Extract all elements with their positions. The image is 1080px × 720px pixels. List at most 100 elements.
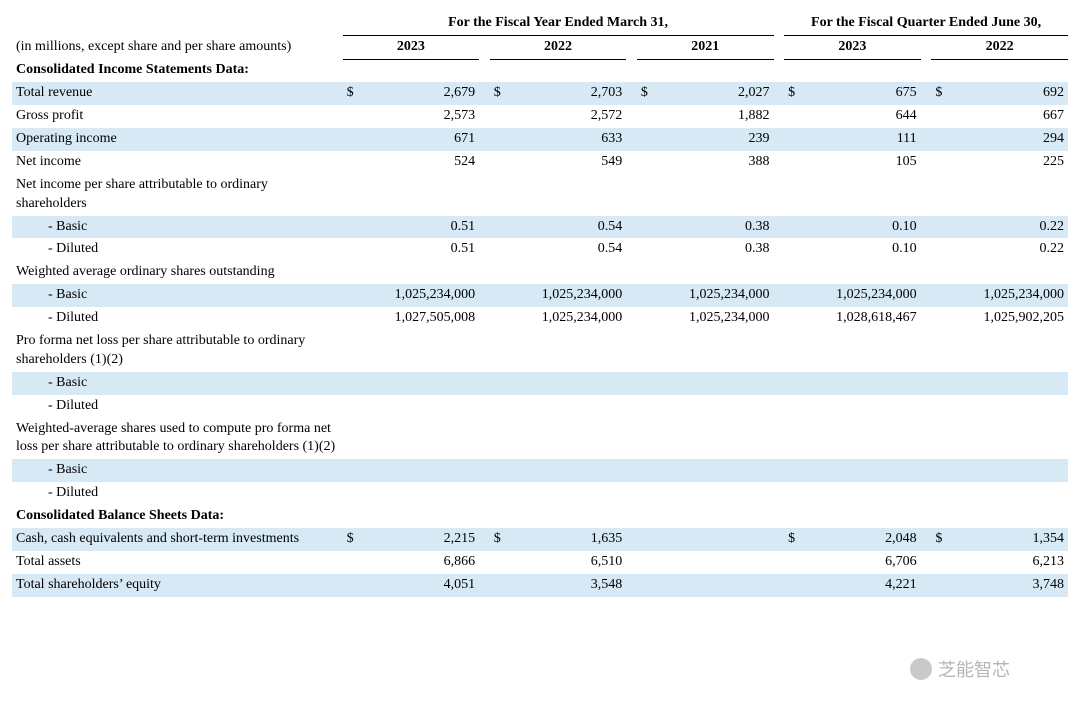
header-group-quarter: For the Fiscal Quarter Ended June 30,	[784, 12, 1068, 35]
currency-symbol	[931, 284, 950, 307]
row-label: Total revenue	[12, 82, 343, 105]
cell-value: 633	[509, 128, 626, 151]
table-row: - Diluted	[12, 482, 1068, 505]
currency-symbol: $	[343, 82, 362, 105]
currency-symbol	[637, 459, 656, 482]
table-row: Total shareholders’ equity4,0513,5484,22…	[12, 574, 1068, 597]
cell-value: 388	[656, 151, 773, 174]
currency-symbol	[343, 238, 362, 261]
table-row: - Diluted1,027,505,0081,025,234,0001,025…	[12, 307, 1068, 330]
currency-symbol	[931, 395, 950, 418]
currency-symbol	[784, 105, 803, 128]
row-label: Operating income	[12, 128, 343, 151]
cell-value: 239	[656, 128, 773, 151]
table-row: - Basic	[12, 459, 1068, 482]
col-quarter-2023: 2023	[784, 35, 921, 59]
cell-value	[362, 330, 479, 372]
table-row: - Basic1,025,234,0001,025,234,0001,025,2…	[12, 284, 1068, 307]
currency-symbol	[931, 174, 950, 216]
cell-value	[509, 372, 626, 395]
cell-value	[656, 418, 773, 460]
cell-value: 1,635	[509, 528, 626, 551]
currency-symbol	[931, 238, 950, 261]
table-row: Net income524549388105225	[12, 151, 1068, 174]
cell-value	[951, 372, 1068, 395]
table-row: Net income per share attributable to ord…	[12, 174, 1068, 216]
cell-value: 6,706	[803, 551, 920, 574]
cell-value: 2,679	[362, 82, 479, 105]
currency-symbol	[343, 551, 362, 574]
cell-value	[656, 574, 773, 597]
cell-value: 1,882	[656, 105, 773, 128]
currency-symbol	[931, 307, 950, 330]
currency-symbol	[931, 330, 950, 372]
currency-symbol	[784, 372, 803, 395]
col-year-2023: 2023	[343, 35, 480, 59]
cell-value	[362, 459, 479, 482]
cell-value	[509, 174, 626, 216]
currency-symbol	[637, 105, 656, 128]
section-income-title: Consolidated Income Statements Data:	[12, 59, 1068, 82]
currency-symbol	[490, 330, 509, 372]
currency-symbol	[343, 284, 362, 307]
row-label: Total shareholders’ equity	[12, 574, 343, 597]
currency-symbol	[490, 307, 509, 330]
cell-value	[656, 459, 773, 482]
currency-symbol: $	[490, 82, 509, 105]
header-note: (in millions, except share and per share…	[12, 35, 343, 59]
currency-symbol	[637, 261, 656, 284]
currency-symbol	[637, 482, 656, 505]
cell-value	[951, 330, 1068, 372]
cell-value	[803, 482, 920, 505]
cell-value: 2,573	[362, 105, 479, 128]
cell-value: 1,354	[951, 528, 1068, 551]
cell-value: 1,025,234,000	[803, 284, 920, 307]
cell-value	[803, 261, 920, 284]
cell-value: 6,510	[509, 551, 626, 574]
cell-value: 1,025,234,000	[656, 284, 773, 307]
currency-symbol	[343, 128, 362, 151]
cell-value	[362, 395, 479, 418]
cell-value: 0.54	[509, 216, 626, 239]
currency-symbol	[784, 261, 803, 284]
currency-symbol	[490, 151, 509, 174]
currency-symbol	[784, 395, 803, 418]
cell-value	[951, 395, 1068, 418]
currency-symbol	[784, 238, 803, 261]
cell-value	[951, 459, 1068, 482]
currency-symbol	[490, 551, 509, 574]
currency-symbol	[784, 216, 803, 239]
currency-symbol	[931, 482, 950, 505]
cell-value: 1,025,902,205	[951, 307, 1068, 330]
currency-symbol	[343, 174, 362, 216]
currency-symbol	[637, 284, 656, 307]
currency-symbol	[931, 418, 950, 460]
currency-symbol	[637, 528, 656, 551]
cell-value	[362, 261, 479, 284]
cell-value: 692	[951, 82, 1068, 105]
currency-symbol	[343, 105, 362, 128]
currency-symbol	[343, 459, 362, 482]
row-label: - Basic	[12, 372, 343, 395]
currency-symbol	[637, 307, 656, 330]
currency-symbol	[931, 128, 950, 151]
currency-symbol	[343, 330, 362, 372]
cell-value: 225	[951, 151, 1068, 174]
watermark-text: 芝能智芯	[938, 656, 1010, 682]
currency-symbol	[490, 482, 509, 505]
cell-value	[656, 395, 773, 418]
row-label: Weighted average ordinary shares outstan…	[12, 261, 343, 284]
header-group-row: For the Fiscal Year Ended March 31, For …	[12, 12, 1068, 35]
currency-symbol: $	[784, 82, 803, 105]
table-row: Pro forma net loss per share attributabl…	[12, 330, 1068, 372]
cell-value	[803, 330, 920, 372]
cell-value: 2,048	[803, 528, 920, 551]
currency-symbol	[637, 395, 656, 418]
currency-symbol	[637, 128, 656, 151]
cell-value: 3,748	[951, 574, 1068, 597]
currency-symbol	[784, 151, 803, 174]
cell-value	[656, 482, 773, 505]
currency-symbol	[343, 307, 362, 330]
cell-value: 3,548	[509, 574, 626, 597]
cell-value: 1,025,234,000	[509, 307, 626, 330]
